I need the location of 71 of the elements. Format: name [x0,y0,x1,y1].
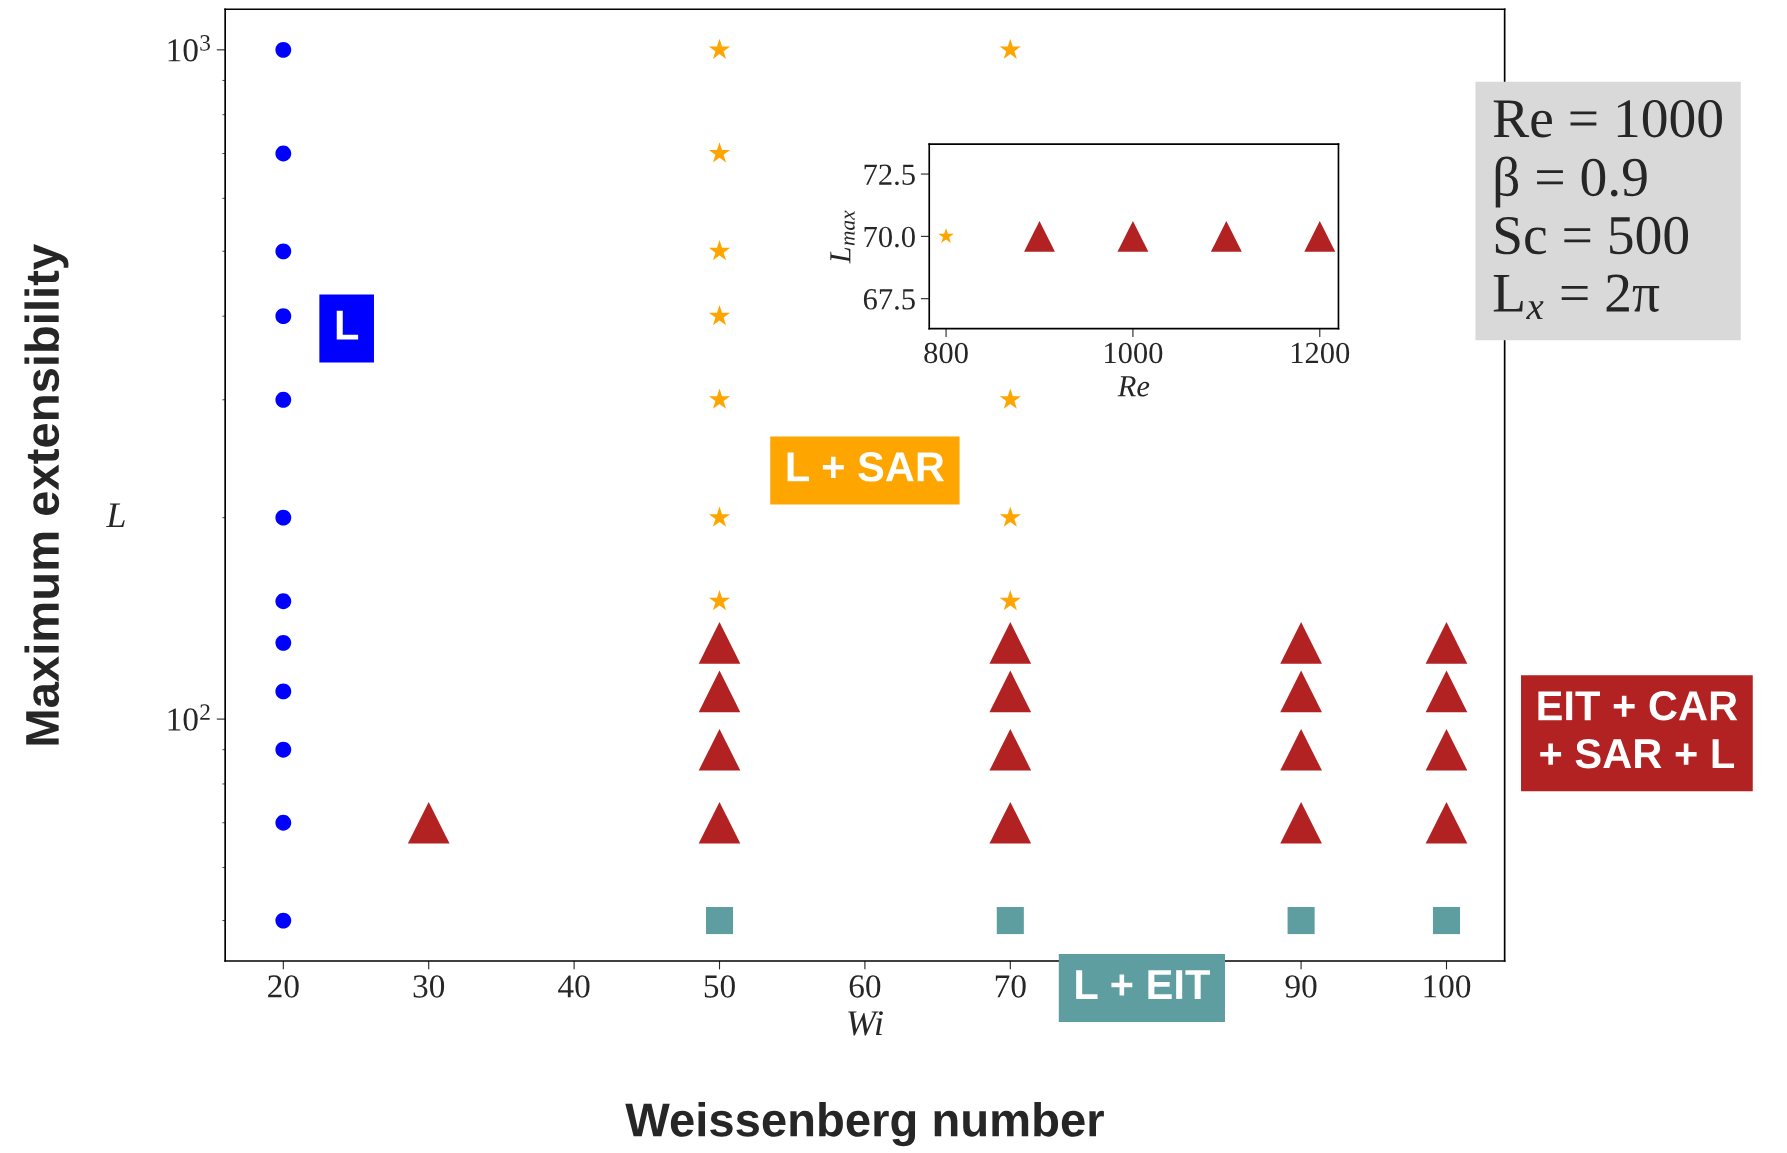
series-label: L + SAR [787,452,945,482]
point [989,728,1032,771]
x-tick-label: 1200 [1291,342,1350,364]
point [698,801,741,844]
point [275,814,292,831]
point [705,907,734,935]
point [1425,801,1468,844]
y-tick-label: 67.5 [863,289,915,310]
point [708,240,731,261]
point [275,683,292,700]
point [1280,670,1322,713]
point [1280,728,1322,771]
point [708,506,731,527]
point [999,38,1021,59]
point [996,907,1024,935]
point [999,388,1021,409]
point [1425,670,1468,713]
point [708,142,731,163]
point [275,634,292,651]
series-label: L + EIT [1076,970,1210,999]
x-tick-label: 70 [995,975,1026,998]
point [275,509,292,526]
point [275,391,292,408]
point [275,912,292,929]
point [407,801,450,844]
point [1280,801,1322,844]
point [708,388,731,409]
series-label: L [336,310,359,340]
x-axis-title: Re [1117,376,1150,397]
y-tick-label: 10$^{3}$ [168,35,210,62]
annotation: Re = 1000 β = 0.9 Sc = 500 L$_{x}$ = 2π [1493,99,1722,320]
series-label: EIT + CAR + SAR + L [1538,691,1738,769]
y-tick-label: 10$^{2}$ [168,704,210,731]
y-tick-label: 72.5 [864,164,915,186]
x-tick-label: 1000 [1105,342,1163,364]
y-tick-label: 70.0 [864,226,915,248]
y-axis-title: L [105,503,125,528]
point [275,308,292,325]
point [708,590,731,611]
point [1425,622,1468,664]
point [708,38,731,59]
point [1432,907,1461,935]
point [989,670,1032,713]
x-tick-label: 60 [849,975,881,998]
point [999,506,1021,527]
x-tick-label: 100 [1424,975,1471,998]
point [708,304,731,326]
point [275,741,292,758]
point [989,622,1032,664]
point [1425,728,1468,771]
text: Weissenberg number [625,1102,1104,1147]
point [1287,907,1315,935]
point [999,590,1021,611]
x-tick-label: 40 [558,975,590,998]
x-tick-label: 800 [924,342,968,364]
text: Maximum extensibility [24,244,69,745]
point [989,801,1032,844]
point [698,670,741,713]
x-tick-label: 90 [1285,975,1317,998]
x-axis-title: Wi [848,1011,883,1036]
point [275,145,292,162]
x-tick-label: 20 [268,975,299,998]
point [698,622,741,664]
x-tick-label: 50 [704,975,735,998]
point [275,593,292,610]
x-tick-label: 30 [413,975,445,998]
y-axis-title: L$_{max}$ [830,210,855,264]
point [275,243,292,260]
point [275,41,292,58]
point [698,728,741,771]
point [1280,622,1322,664]
